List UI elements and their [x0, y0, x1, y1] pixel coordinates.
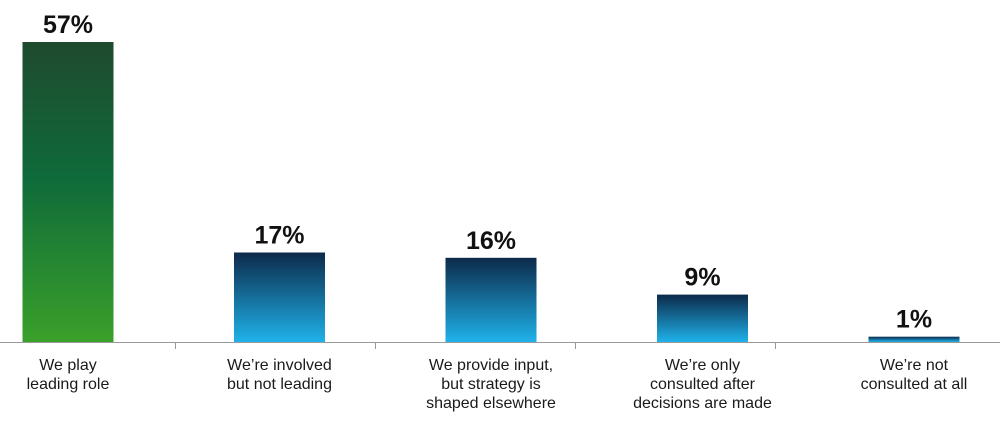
category-label-line: We’re involved — [227, 357, 332, 374]
category-label-3: We provide input, but strategy is shaped e… — [426, 357, 556, 412]
labels-layer: 57% We play leading role 17% We’re involved b… — [27, 11, 968, 412]
value-label-5: 1% — [896, 306, 932, 334]
category-label-line: consulted after — [650, 376, 756, 393]
category-label-4: We’re only consulted after decisions are m… — [633, 357, 772, 412]
bar-5 — [868, 336, 960, 342]
category-label-2: We’re involved but not leading — [227, 357, 332, 393]
category-label-line: decisions are made — [633, 395, 772, 412]
bar-1 — [22, 42, 114, 342]
category-label-line: We play — [39, 357, 97, 374]
value-label-2: 17% — [254, 222, 304, 250]
category-label-line: but not leading — [227, 376, 332, 393]
category-label-line: shaped elsewhere — [426, 395, 556, 412]
value-label-4: 9% — [684, 264, 720, 292]
bars-layer — [22, 42, 960, 342]
category-label-1: We play leading role — [27, 357, 110, 393]
x-axis — [0, 342, 1000, 349]
bar-2 — [234, 252, 325, 342]
category-label-line: but strategy is — [441, 376, 541, 393]
category-label-line: consulted at all — [861, 376, 968, 393]
category-label-line: leading role — [27, 376, 110, 393]
category-label-line: We’re only — [665, 357, 740, 374]
bar-3 — [445, 257, 537, 342]
value-label-3: 16% — [466, 227, 516, 255]
value-label-1: 57% — [43, 11, 93, 39]
category-label-line: We provide input, — [429, 357, 553, 374]
category-label-line: We’re not — [880, 357, 949, 374]
category-label-5: We’re not consulted at all — [861, 357, 968, 393]
bar-4 — [657, 294, 748, 342]
